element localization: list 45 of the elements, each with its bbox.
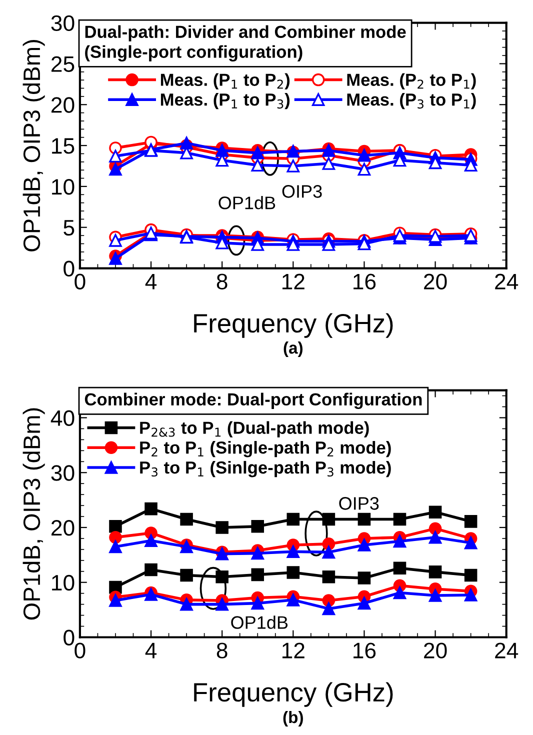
x-tick-label: 12 [282, 274, 304, 290]
x-tick-label: 0 [74, 274, 86, 290]
x-axis-title: Frequency (GHz) [194, 682, 393, 707]
x-tick-label: 4 [145, 642, 157, 658]
y-tick-label: 0 [64, 260, 74, 277]
x-tick-label: 20 [424, 274, 447, 290]
y-tick-label: 40 [50, 410, 74, 426]
legend-label: P$_{2}$ to P$_{1}$ (Single-path P$_{2}$ mode) [140, 440, 391, 458]
y-tick-label: 5 [64, 220, 74, 236]
text: Dual-path: Divider and Combiner mode (Single-port configuration) [85, 25, 406, 62]
y-tick-label: 20 [51, 97, 74, 113]
annotation: OP1dB [231, 616, 288, 629]
text: (a) [284, 342, 303, 358]
y-tick-label: 20 [51, 520, 74, 536]
legend-label: Meas. (P$_{1}$ to P$_{3}$) [160, 92, 290, 110]
y-tick-label: 30 [51, 15, 74, 32]
legend-label: Meas. (P$_{2}$ to P$_{1}$) [347, 73, 476, 90]
legend-label: Meas. (P$_{3}$ to P$_{1}$) [347, 92, 476, 110]
y-tick-label: 30 [51, 465, 74, 481]
y-tick-label: 0 [64, 630, 74, 646]
x-tick-label: 12 [282, 642, 304, 658]
x-tick-label: 0 [74, 642, 86, 658]
legend-label: Meas. (P$_{1}$ to P$_{2}$) [160, 73, 290, 90]
x-axis-title: Frequency (GHz) [194, 313, 393, 338]
text: (b) [283, 710, 303, 727]
y-tick-label: 10 [52, 178, 74, 195]
y-tick-label: 15 [52, 138, 74, 154]
x-tick-label: 20 [424, 642, 447, 658]
y-tick-label: 10 [52, 574, 74, 591]
annotation: OP1dB [218, 196, 276, 210]
x-tick-label: 8 [216, 274, 228, 290]
legend-label: P$_{2&3}$ to P$_{1}$ (Dual-path mode) [140, 421, 369, 438]
x-tick-label: 16 [354, 642, 376, 658]
chart-title: Combiner mode: Dual-port Configuration [84, 392, 422, 410]
y-axis-title: OP1dB, OIP3 (dBm) [22, 408, 45, 620]
x-tick-label: 4 [145, 274, 157, 290]
x-tick-label: 8 [216, 642, 228, 658]
legend-label: P$_{3}$ to P$_{1}$ (Sinlge-path P$_{3}$ mode) [140, 460, 391, 478]
y-axis-title: OP1dB, OIP3 (dBm) [22, 40, 45, 252]
x-tick-label: 16 [354, 274, 376, 290]
x-tick-label: 24 [495, 274, 518, 290]
y-tick-label: 25 [51, 56, 74, 72]
x-tick-label: 24 [495, 642, 518, 658]
annotation: OIP3 [339, 497, 379, 510]
annotation: OIP3 [282, 185, 322, 198]
